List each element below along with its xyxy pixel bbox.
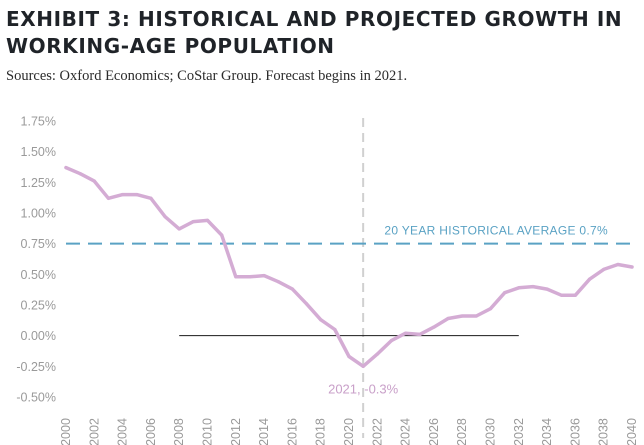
data-point — [149, 196, 153, 200]
data-point — [488, 307, 493, 311]
y-tick-label: 1.00% — [21, 207, 56, 221]
x-tick-label: 2036 — [568, 418, 582, 445]
x-tick-label: 2030 — [484, 418, 498, 445]
y-tick-label: 1.25% — [21, 176, 56, 190]
x-tick-label: 2028 — [455, 418, 469, 445]
data-point — [432, 325, 436, 329]
data-point — [573, 293, 578, 297]
x-tick-label: 2002 — [87, 418, 101, 445]
x-tick-label: 2006 — [144, 418, 158, 445]
data-point — [177, 227, 181, 231]
data-point — [404, 331, 408, 335]
x-tick-label: 2034 — [540, 418, 554, 445]
data-point — [64, 166, 68, 170]
data-point — [503, 291, 507, 295]
y-tick-label: -0.50% — [16, 391, 56, 405]
data-point — [531, 285, 535, 289]
data-point — [446, 316, 450, 321]
x-tick-label: 2010 — [201, 418, 215, 445]
chart-subtitle: Sources: Oxford Economics; CoStar Group.… — [6, 68, 408, 84]
x-tick-label: 2014 — [257, 418, 271, 445]
x-tick-label: 2032 — [512, 418, 526, 445]
data-point — [361, 364, 365, 368]
data-point — [78, 172, 82, 176]
data-point — [191, 219, 195, 224]
x-tick-label: 2026 — [427, 418, 441, 445]
data-point — [304, 302, 309, 306]
data-point — [545, 287, 549, 291]
data-point — [135, 193, 139, 197]
y-tick-label: -0.25% — [16, 360, 56, 374]
minimum-point-annotation: 2021, -0.3% — [328, 381, 399, 396]
data-point — [630, 265, 634, 269]
y-tick-label: 0.25% — [21, 299, 56, 313]
y-tick-label: 0.75% — [21, 237, 56, 251]
data-point — [234, 275, 238, 279]
data-point — [319, 318, 323, 322]
data-point — [333, 327, 337, 332]
data-point — [616, 262, 620, 267]
data-point — [262, 273, 266, 278]
x-tick-label: 2008 — [172, 418, 186, 445]
data-point — [205, 218, 210, 222]
chart-title: EXHIBIT 3: HISTORICAL AND PROJECTED GROW… — [6, 7, 623, 58]
data-point — [220, 233, 224, 237]
data-point — [163, 215, 167, 219]
average-reference-label: 20 YEAR HISTORICAL AVERAGE 0.7% — [384, 224, 608, 238]
data-point — [559, 293, 563, 297]
y-tick-label: 0.00% — [21, 329, 56, 343]
x-tick-label: 2000 — [59, 418, 73, 445]
data-point — [248, 275, 252, 279]
x-tick-label: 2012 — [229, 418, 243, 445]
data-point — [92, 179, 96, 183]
data-point — [602, 267, 606, 272]
data-point — [587, 277, 592, 281]
data-point — [517, 286, 521, 290]
y-tick-label: 1.75% — [21, 115, 56, 129]
y-tick-label: 1.50% — [21, 145, 56, 159]
x-tick-label: 2024 — [399, 418, 413, 445]
data-point — [389, 338, 394, 343]
y-tick-label: 0.50% — [21, 268, 56, 282]
data-point — [375, 352, 379, 356]
x-tick-label: 2018 — [314, 418, 328, 445]
data-point — [106, 196, 111, 200]
x-tick-label: 2022 — [370, 418, 384, 445]
x-tick-label: 2004 — [116, 418, 130, 445]
data-point — [276, 280, 280, 284]
x-tick-label: 2016 — [285, 418, 299, 445]
data-point — [418, 332, 422, 337]
data-point — [474, 314, 478, 318]
x-tick-label: 2038 — [597, 418, 611, 445]
data-point — [460, 314, 464, 318]
x-tick-label: 2040 — [625, 418, 639, 445]
data-point — [347, 354, 351, 359]
data-point — [121, 193, 125, 197]
data-point — [290, 287, 294, 291]
x-tick-label: 2020 — [342, 418, 356, 445]
